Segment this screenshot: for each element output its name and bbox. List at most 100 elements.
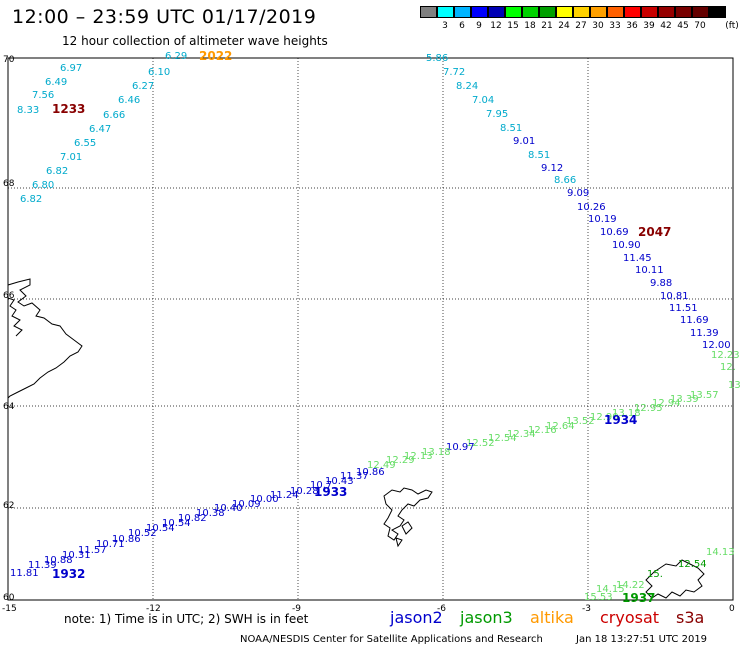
wave-height-label: 10.54 — [146, 523, 175, 534]
x-tick-label: -3 — [582, 604, 591, 614]
coastlines — [7, 278, 705, 599]
wave-height-label: 13.18 — [612, 408, 641, 419]
wave-height-label: 6.97 — [60, 63, 82, 74]
wave-height-label: 8.33 — [17, 105, 39, 116]
colorbar-label: 9 — [476, 21, 482, 31]
wave-height-label: 12.54 — [678, 559, 707, 570]
legend-satellite-altika: altika — [530, 608, 574, 627]
pass-time-label: 1937 — [622, 591, 655, 605]
wave-height-label: 10.71 — [96, 539, 125, 550]
faroe-south-islands — [395, 521, 413, 548]
map-frame — [7, 57, 734, 601]
wave-height-label: 13.57 — [690, 390, 719, 401]
wave-height-label: 10.90 — [612, 240, 641, 251]
colorbar-swatch — [420, 6, 437, 18]
wave-height-label: 9.12 — [541, 163, 563, 174]
page-title: 12:00 – 23:59 UTC 01/17/2019 — [12, 6, 317, 28]
wave-height-label: 10.7 — [310, 480, 332, 491]
colorbar-swatch — [437, 6, 454, 18]
y-tick-label: 66 — [3, 291, 15, 301]
wave-height-label: 10.81 — [660, 291, 689, 302]
wave-height-label: 12.64 — [546, 421, 575, 432]
wave-height-label: 10.31 — [62, 550, 91, 561]
pass-time-label: 1934 — [604, 413, 637, 427]
pass-time-label: 1932 — [52, 567, 85, 581]
wave-height-label: 6.29 — [165, 51, 187, 62]
wave-height-label: 6.10 — [148, 67, 170, 78]
colorbar-swatch — [505, 6, 522, 18]
wave-height-label: 11.51 — [669, 303, 698, 314]
wave-height-label: 10.38 — [196, 508, 225, 519]
wave-height-label: 10.09 — [232, 499, 261, 510]
wave-height-label: 12.54 — [488, 433, 517, 444]
pass-time-label: 1233 — [52, 102, 85, 116]
colorbar-swatch — [556, 6, 573, 18]
colorbar-label: 42 — [660, 21, 672, 31]
colorbar-label: 36 — [626, 21, 638, 31]
wave-height-label: 6.46 — [118, 95, 140, 106]
colorbar-swatch — [641, 6, 658, 18]
y-tick-label: 62 — [3, 501, 14, 511]
wave-height-label: 12.34 — [507, 429, 536, 440]
wave-height-label: 9.88 — [650, 278, 672, 289]
x-tick-label: 0 — [729, 604, 735, 614]
colorbar-unit: (ft) — [725, 21, 739, 31]
wave-height-label: 6.82 — [20, 194, 42, 205]
wave-height-label: 9.01 — [513, 136, 535, 147]
colorbar-label: 45 — [677, 21, 689, 31]
wave-height-label: 8.51 — [500, 123, 522, 134]
wave-height-label: 10.88 — [44, 555, 73, 566]
axis-ticks: -15 -12 -9 -6 -3 0 70 68 66 64 62 60 — [2, 55, 735, 614]
wave-height-label: 6.66 — [103, 110, 125, 121]
map-grid — [7, 57, 734, 601]
page-subtitle: 12 hour collection of altimeter wave hei… — [62, 34, 328, 48]
wave-height-label: 10.11 — [635, 265, 664, 276]
wave-height-label: 12.23 — [711, 350, 740, 361]
x-tick-label: -12 — [146, 604, 161, 614]
wave-height-label: 6.80 — [32, 180, 54, 191]
colorbar-label: 33 — [609, 21, 621, 31]
colorbar-swatch — [522, 6, 539, 18]
wave-height-label: 9.09 — [567, 188, 589, 199]
colorbar-swatch — [607, 6, 624, 18]
wave-height-label: 10.97 — [446, 442, 475, 453]
wave-height-label: 15.53 — [584, 592, 613, 603]
wave-height-label: 6.55 — [74, 138, 96, 149]
wave-height-label: 10.69 — [600, 227, 629, 238]
pass-time-label: 2047 — [638, 225, 671, 239]
colorbar-swatch — [471, 6, 488, 18]
wave-height-label: 8.24 — [456, 81, 478, 92]
wave-height-label: 7.01 — [60, 152, 82, 163]
wave-height-label: 15. — [647, 569, 663, 580]
wave-height-label: 5.86 — [426, 53, 448, 64]
wave-height-label: 12.95 — [634, 403, 663, 414]
wave-height-label: 8.66 — [554, 175, 576, 186]
wave-height-label: 10.43 — [325, 476, 354, 487]
colorbar-label: 70 — [694, 21, 706, 31]
colorbar-label: 27 — [575, 21, 587, 31]
wave-height-label: 10.86 — [112, 534, 141, 545]
x-tick-label: -6 — [437, 604, 446, 614]
y-tick-label: 70 — [3, 55, 15, 65]
wave-height-label: 13.18 — [422, 447, 451, 458]
legend-satellite-jason2: jason2 — [390, 608, 443, 627]
wave-height-label: 10.54 — [162, 518, 191, 529]
wave-height-label: 12.52 — [466, 438, 495, 449]
wave-height-label: 12.29 — [386, 455, 415, 466]
wave-height-label: 12.16 — [528, 425, 557, 436]
wave-height-label: 6.47 — [89, 124, 111, 135]
colorbar-swatch — [488, 6, 505, 18]
wave-height-label: 13. — [728, 380, 740, 391]
pass-time-labels: 2022 1233 2047 1934 1933 1932 1937 — [52, 49, 671, 605]
faroe-islands — [383, 487, 433, 541]
colorbar-label: 21 — [541, 21, 553, 31]
wave-height-label: 10.40 — [214, 503, 243, 514]
wave-height-label: 7.04 — [472, 95, 494, 106]
wave-height-label: 12.94 — [652, 398, 681, 409]
wave-height-label: 10.86 — [356, 467, 385, 478]
colorbar-swatch — [692, 6, 709, 18]
x-tick-label: -9 — [292, 604, 301, 614]
colorbar-label: 3 — [442, 21, 448, 31]
colorbar-label: 18 — [524, 21, 536, 31]
